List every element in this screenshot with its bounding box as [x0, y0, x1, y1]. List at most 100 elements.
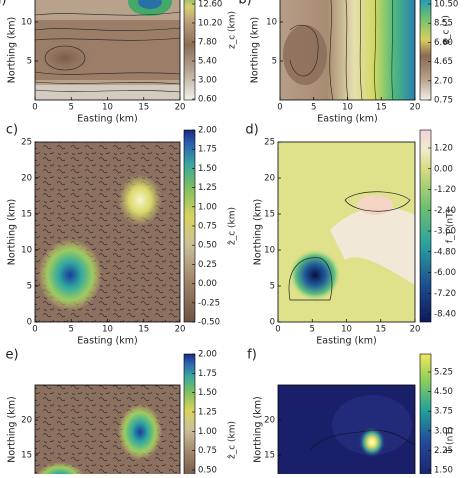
colorbar-tick-label: 2.00 — [198, 126, 217, 136]
colorbar-tick-label: 2.25 — [434, 446, 453, 456]
x-axis-label: Easting (km) — [317, 114, 377, 125]
x-tick-label: 20 — [410, 103, 421, 113]
colorbar — [419, 353, 432, 478]
x-tick-label: 20 — [175, 325, 186, 335]
plot-frame — [34, 384, 181, 478]
panel-label: e) — [5, 348, 18, 363]
y-tick-label: 20 — [264, 416, 275, 426]
x-tick-label: 0 — [32, 325, 37, 335]
y-axis-label: Northing (km) — [7, 396, 18, 462]
colorbar-tick-label: -2.40 — [434, 206, 456, 216]
x-tick-label: 0 — [277, 103, 282, 113]
colorbar-tick-label: 4.50 — [434, 387, 453, 397]
colorbar-tick-label: 10.50 — [434, 0, 458, 10]
y-tick-label: 0 — [27, 318, 32, 328]
colorbar-tick-label: 1.50 — [434, 466, 453, 475]
y-tick-label: 10 — [21, 18, 32, 28]
colorbar-tick-label: 0.25 — [198, 260, 217, 270]
colorbar-tick-label: 5.25 — [434, 368, 453, 378]
y-tick-label: 10 — [264, 246, 275, 256]
colorbar — [183, 353, 196, 478]
field-a — [35, 0, 180, 100]
x-tick-label: 0 — [32, 103, 37, 113]
x-tick-label: 10 — [342, 103, 353, 113]
colorbar-tick-label: 0.60 — [198, 95, 217, 105]
x-tick-label: 5 — [69, 103, 74, 113]
field-e — [35, 385, 180, 478]
field-d — [278, 142, 415, 322]
field-c — [35, 142, 180, 322]
colorbar-tick-label: 12.60 — [198, 0, 222, 10]
colorbar-tick-label: 0.75 — [434, 96, 453, 106]
colorbar-label: φ_c (°) — [442, 15, 452, 45]
x-axis-label: Easting (km) — [77, 336, 137, 347]
colorbar-tick-label: 1.20 — [434, 144, 453, 154]
colorbar-tick-label: 1.00 — [198, 202, 217, 212]
x-tick-label: 15 — [138, 103, 149, 113]
colorbar-label: ẑ_c (km) — [228, 207, 238, 245]
colorbar-label: f_T (nT) — [446, 209, 456, 243]
colorbar-tick-label: 2.00 — [198, 350, 217, 360]
colorbar-tick-label: 0.50 — [198, 241, 217, 251]
colorbar-tick-label: 1.75 — [198, 369, 217, 379]
x-tick-label: 20 — [410, 325, 421, 335]
y-tick-label: 15 — [21, 210, 32, 220]
x-tick-label: 15 — [375, 325, 386, 335]
y-tick-label: 0 — [270, 318, 275, 328]
colorbar-tick-label: -8.40 — [434, 310, 456, 320]
y-tick-label: 25 — [21, 138, 32, 148]
y-tick-label: 15 — [21, 451, 32, 461]
field-b — [280, 0, 415, 100]
y-tick-label: 5 — [270, 282, 275, 292]
colorbar-tick-label: 1.75 — [198, 145, 217, 155]
colorbar-tick-label: 3.00 — [434, 426, 453, 436]
colorbar-tick-label: 4.65 — [434, 57, 453, 67]
colorbar-label: z_c (km) — [228, 11, 238, 49]
colorbar-tick-label: 3.75 — [434, 407, 453, 417]
y-axis-label: Northing (km) — [253, 396, 264, 462]
x-tick-label: 0 — [275, 325, 280, 335]
panel-label: d) — [245, 123, 258, 138]
colorbar-label: ẑ_c (km) — [228, 421, 238, 459]
colorbar-tick-label: 1.25 — [198, 408, 217, 418]
y-tick-label: 10 — [21, 246, 32, 256]
field-f — [278, 385, 415, 478]
colorbar-tick-label: 0.75 — [198, 222, 217, 232]
colorbar — [419, 129, 432, 323]
colorbar — [183, 0, 196, 101]
colorbar-tick-label: -6.00 — [434, 268, 456, 278]
y-tick-label: 5 — [27, 57, 32, 67]
x-tick-label: 5 — [311, 103, 316, 113]
y-tick-label: 10 — [266, 18, 277, 28]
colorbar-tick-label: 1.00 — [198, 427, 217, 437]
colorbar-tick-label: -7.20 — [434, 289, 456, 299]
colorbar-tick-label: 1.50 — [198, 388, 217, 398]
colorbar-tick-label: 3.00 — [198, 76, 217, 86]
colorbar-tick-label: -1.20 — [434, 185, 456, 195]
y-tick-label: 15 — [264, 451, 275, 461]
x-tick-label: 15 — [138, 325, 149, 335]
colorbar-tick-label: 1.50 — [198, 164, 217, 174]
y-tick-label: 25 — [264, 138, 275, 148]
colorbar-tick-label: 0.75 — [198, 446, 217, 456]
x-axis-label: Easting (km) — [316, 336, 376, 347]
colorbar-tick-label: 6.60 — [434, 38, 453, 48]
colorbar-tick-label: 0.50 — [198, 466, 217, 475]
x-tick-label: 10 — [102, 325, 113, 335]
colorbar-tick-label: 8.55 — [434, 19, 453, 29]
x-tick-label: 5 — [69, 325, 74, 335]
colorbar-tick-label: 0.00 — [434, 164, 453, 174]
y-tick-label: 15 — [264, 210, 275, 220]
colorbar-tick-label: -0.25 — [198, 298, 220, 308]
y-axis-label: Northing (km) — [7, 199, 18, 265]
y-tick-label: 20 — [264, 174, 275, 184]
colorbar — [419, 0, 432, 101]
y-tick-label: 5 — [27, 282, 32, 292]
x-tick-label: 10 — [341, 325, 352, 335]
colorbar-tick-label: -0.50 — [198, 318, 220, 328]
colorbar-tick-label: -3.60 — [434, 227, 456, 237]
panel-label: b) — [238, 0, 251, 8]
y-axis-label: Northing (km) — [250, 17, 261, 83]
y-tick-label: 5 — [272, 57, 277, 67]
